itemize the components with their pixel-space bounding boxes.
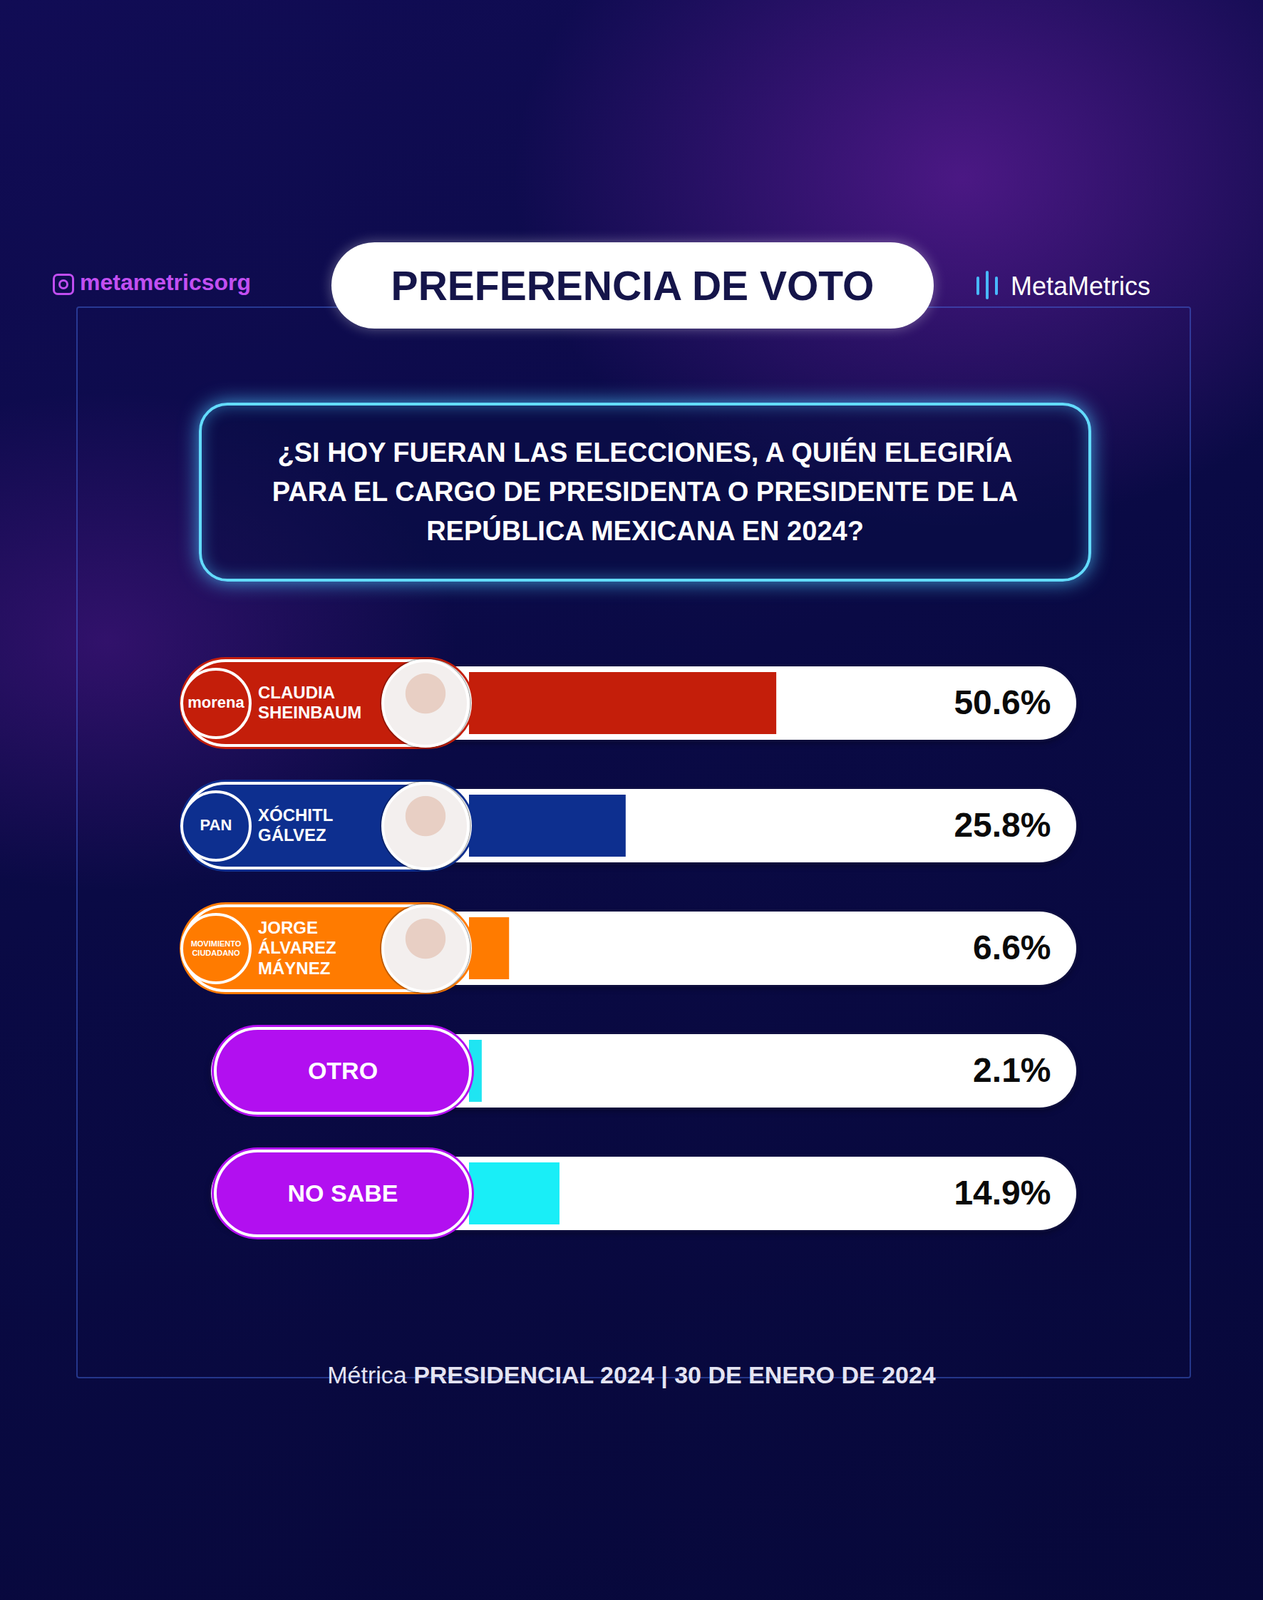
html-text:MOVIMIENTO CIUDADANO: MOVIMIENTO CIUDADANO <box>190 939 242 957</box>
html-text:morena: morena <box>187 693 245 712</box>
html-text:Métrica PRESIDENCIAL 2024 | 30: Métrica PRESIDENCIAL 2024 | 30 DE ENERO … <box>327 1361 936 1389</box>
html-text:CLAUDIA SHEINBAUM: CLAUDIA SHEINBAUM <box>258 682 362 723</box>
svg-text:14.9%: 14.9% <box>953 1173 1051 1212</box>
html-text:PREFERENCIA DE VOTO: PREFERENCIA DE VOTO <box>391 262 875 309</box>
svg-text:50.6%: 50.6% <box>953 683 1051 722</box>
html-text:metametricsorg: metametricsorg <box>79 269 251 296</box>
html-text:NO SABE: NO SABE <box>287 1179 399 1207</box>
html-text:XÓCHITL GÁLVEZ: XÓCHITL GÁLVEZ <box>258 805 333 845</box>
html-text:MetaMetrics: MetaMetrics <box>1010 271 1151 301</box>
html-text:OTRO: OTRO <box>307 1057 378 1085</box>
svg-text:2.1%: 2.1% <box>972 1051 1051 1090</box>
html-text:JORGE ÁLVAREZ MÁYNEZ: JORGE ÁLVAREZ MÁYNEZ <box>258 917 337 978</box>
svg-text:25.8%: 25.8% <box>953 806 1051 844</box>
html-text:PAN: PAN <box>199 816 232 835</box>
svg-text:6.6%: 6.6% <box>972 928 1051 967</box>
html-text:¿SI HOY FUERAN LAS ELECCIONES,: ¿SI HOY FUERAN LAS ELECCIONES, A QUIÉN E… <box>272 437 1019 546</box>
